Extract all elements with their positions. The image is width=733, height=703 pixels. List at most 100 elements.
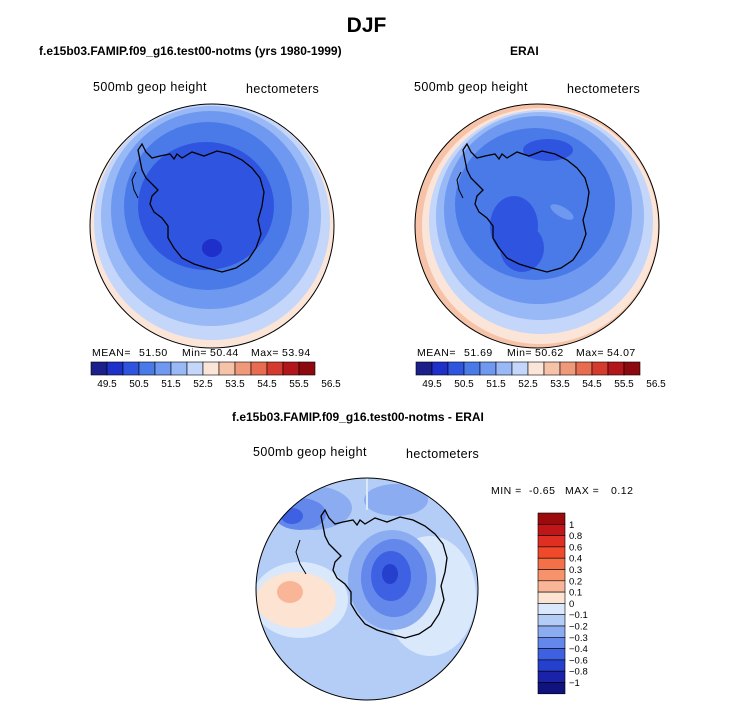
erai-colorbar-box (495, 361, 513, 376)
model-colorbar-box (266, 361, 284, 376)
erai-map (414, 103, 660, 349)
model-panel-title: f.e15b03.FAMIP.f09_g16.test00-notms (yrs… (39, 44, 342, 58)
model-colorbar-tick: 52.5 (193, 379, 213, 390)
diff-colorbar-tick: −0.2 (569, 622, 588, 633)
erai-colorbar-tick: 50.5 (454, 379, 474, 390)
model-colorbar-box (234, 361, 252, 376)
model-colorbar-tick: 54.5 (257, 379, 277, 390)
diff-max-label: MAX = (565, 485, 600, 497)
model-colorbar-box (170, 361, 188, 376)
model-colorbar-box (122, 361, 140, 376)
erai-colorbar-tick: 54.5 (582, 379, 602, 390)
erai-min-value: 50.62 (535, 347, 564, 359)
erai-min-label: Min= (507, 347, 533, 359)
erai-colorbar-tick: 49.5 (422, 379, 442, 390)
erai-mean-value: 51.69 (464, 347, 493, 359)
diff-colorbar-box (537, 648, 566, 661)
model-mean-value: 51.50 (139, 347, 168, 359)
model-min-value: 50.44 (210, 347, 239, 359)
diff-colorbar-box (537, 580, 566, 593)
erai-colorbar-box (623, 361, 641, 376)
diff-colorbar-tick: −0.4 (569, 644, 588, 655)
erai-colorbar-box (479, 361, 497, 376)
diff-colorbar-box (537, 546, 566, 559)
erai-mean-label: MEAN= (417, 347, 456, 359)
model-min-label: Min= (182, 347, 208, 359)
diff-colorbar-tick: 0 (569, 599, 574, 610)
model-colorbar-tick: 55.5 (289, 379, 309, 390)
erai-colorbar-box (575, 361, 593, 376)
diff-colorbar-box (537, 557, 566, 570)
diff-colorbar-box (537, 670, 566, 683)
diff-max-value: 0.12 (611, 485, 634, 497)
model-colorbar-box (106, 361, 124, 376)
model-colorbar-box (202, 361, 220, 376)
diff-colorbar-tick: −0.3 (569, 633, 588, 644)
diff-colorbar-box (537, 625, 566, 638)
diff-colorbar-box (537, 512, 566, 525)
diff-colorbar-tick: −0.6 (569, 655, 588, 666)
diff-colorbar-tick: −0.1 (569, 610, 588, 621)
diff-min-label: MIN = (491, 485, 522, 497)
erai-colorbar-box (511, 361, 529, 376)
diff-left-label: 500mb geop height (253, 445, 367, 459)
diff-min-value: -0.65 (529, 485, 556, 497)
diff-colorbar-tick: −0.8 (569, 667, 588, 678)
erai-colorbar: 49.5 50.5 51.5 52.5 53.5 54.5 55.5 56.5 (415, 361, 666, 390)
diff-colorbar-tick: 0.1 (569, 588, 582, 599)
erai-colorbar-box (463, 361, 481, 376)
diff-colorbar-tick: 0.2 (569, 576, 582, 587)
diff-colorbar-tick: 0.3 (569, 565, 582, 576)
diff-colorbar-box (537, 523, 566, 536)
diff-colorbar-tick: −1 (569, 678, 580, 689)
erai-max-value: 54.07 (607, 347, 636, 359)
erai-colorbar-box (591, 361, 609, 376)
diff-colorbar-tick: 0.4 (569, 554, 582, 565)
erai-colorbar-box (527, 361, 545, 376)
model-colorbar-box (90, 361, 108, 376)
model-map (89, 103, 335, 349)
erai-colorbar-box (447, 361, 465, 376)
diff-colorbar-box (537, 636, 566, 649)
erai-colorbar-box (415, 361, 433, 376)
erai-colorbar-box (559, 361, 577, 376)
page-title: DJF (346, 14, 387, 37)
erai-right-label: hectometers (567, 82, 641, 96)
diff-colorbar-box (537, 603, 566, 616)
diff-panel-title: f.e15b03.FAMIP.f09_g16.test00-notms - ER… (232, 410, 484, 424)
erai-colorbar-tick: 55.5 (614, 379, 634, 390)
erai-colorbar-tick: 51.5 (486, 379, 506, 390)
model-left-label: 500mb geop height (93, 80, 207, 94)
erai-colorbar-box (543, 361, 561, 376)
model-colorbar-box (218, 361, 236, 376)
model-colorbar: 49.5 50.5 51.5 52.5 53.5 54.5 55.5 56.5 (90, 361, 341, 390)
model-colorbar-box (298, 361, 316, 376)
erai-panel-title: ERAI (510, 44, 539, 58)
diff-map (255, 477, 479, 701)
diff-colorbar-box (537, 659, 566, 672)
diff-colorbar-box (537, 535, 566, 548)
model-right-label: hectometers (246, 82, 320, 96)
diff-colorbar-box (537, 591, 566, 604)
model-colorbar-box (282, 361, 300, 376)
model-colorbar-tick: 50.5 (129, 379, 149, 390)
erai-max-label: Max= (576, 347, 604, 359)
erai-colorbar-tick: 52.5 (518, 379, 538, 390)
model-colorbar-tick: 53.5 (225, 379, 245, 390)
model-max-value: 53.94 (282, 347, 311, 359)
model-colorbar-tick: 56.5 (321, 379, 341, 390)
erai-colorbar-tick: 53.5 (550, 379, 570, 390)
model-colorbar-box (138, 361, 156, 376)
diff-colorbar-tick: 0.6 (569, 542, 582, 553)
model-colorbar-tick: 49.5 (97, 379, 117, 390)
erai-colorbar-box (607, 361, 625, 376)
diff-colorbar-box (537, 569, 566, 582)
erai-left-label: 500mb geop height (414, 80, 528, 94)
model-colorbar-tick: 51.5 (161, 379, 181, 390)
model-colorbar-box (250, 361, 268, 376)
diff-colorbar-box (537, 614, 566, 627)
diff-right-label: hectometers (406, 447, 480, 461)
diff-colorbar-tick: 0.8 (569, 531, 582, 542)
erai-colorbar-tick: 56.5 (646, 379, 666, 390)
diff-colorbar: 10.80.60.40.30.20.10−0.1−0.2−0.3−0.4−0.6… (537, 512, 588, 695)
